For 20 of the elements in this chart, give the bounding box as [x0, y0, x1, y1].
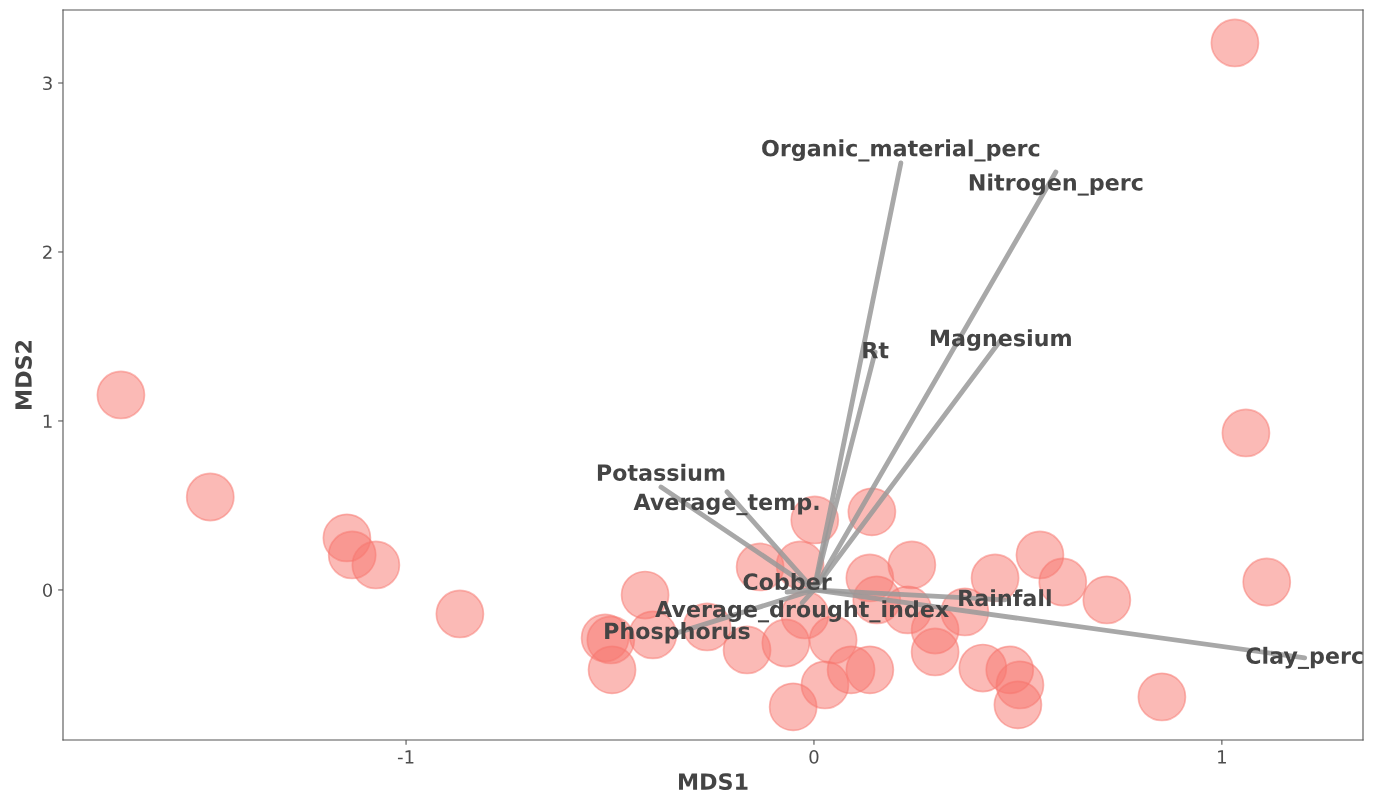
y-tick-label: 2	[43, 245, 52, 259]
x-tick-label: -1	[397, 750, 414, 764]
y-tick-label: 1	[43, 414, 52, 428]
series-label: Magnesium	[930, 329, 1071, 351]
series-label: Rt	[863, 341, 889, 359]
y-tick-label: 3	[43, 76, 52, 91]
series-label: Average_drought_index	[655, 600, 949, 623]
x-axis-title: MDS1	[679, 773, 748, 790]
series-label: Clay_perc	[1246, 646, 1363, 669]
series-label: Average_temp.	[633, 493, 819, 516]
series-label: Phosphorus	[605, 622, 750, 644]
y-axis-title: MDS2	[15, 340, 32, 409]
series-label: Organic_material_perc	[762, 139, 1040, 162]
x-tick-label: 1	[1218, 750, 1226, 764]
series-label: Cobber	[743, 572, 832, 591]
series-label: Rainfall	[959, 589, 1051, 607]
x-tick-label: 0	[809, 750, 819, 764]
y-tick-label: 0	[42, 583, 53, 598]
series-label: Nitrogen_perc	[969, 173, 1143, 196]
series-label: Potassium	[597, 463, 725, 481]
